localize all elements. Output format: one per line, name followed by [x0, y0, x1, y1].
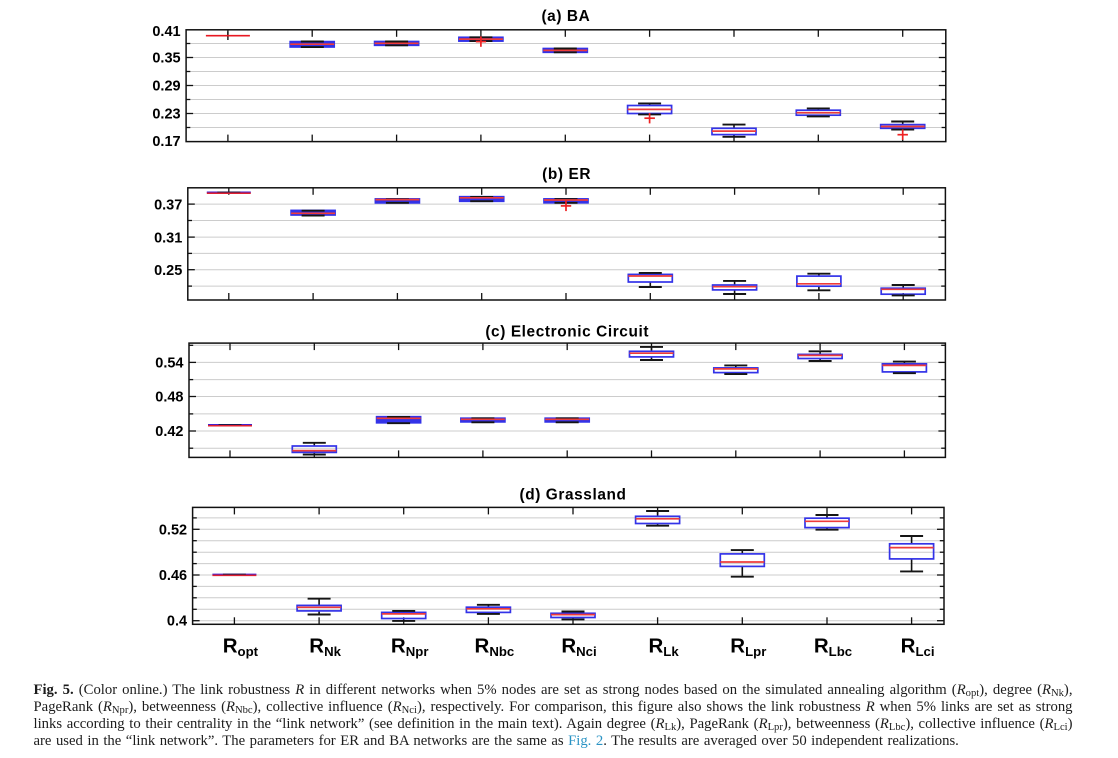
- svg-text:(b) ER: (b) ER: [542, 166, 591, 183]
- svg-text:0.41: 0.41: [152, 24, 180, 40]
- svg-text:RNk: RNk: [309, 634, 341, 659]
- svg-text:RNci: RNci: [561, 634, 596, 659]
- svg-text:Ropt: Ropt: [223, 634, 259, 659]
- svg-text:0.37: 0.37: [154, 197, 182, 213]
- svg-text:0.25: 0.25: [154, 263, 182, 279]
- svg-text:0.17: 0.17: [152, 134, 180, 150]
- svg-text:0.54: 0.54: [155, 356, 183, 372]
- svg-text:RLk: RLk: [648, 634, 679, 659]
- svg-text:(d) Grassland: (d) Grassland: [519, 487, 626, 504]
- svg-text:(a) BA: (a) BA: [541, 8, 590, 25]
- svg-text:0.52: 0.52: [159, 523, 187, 539]
- svg-text:0.29: 0.29: [152, 79, 180, 95]
- svg-text:0.35: 0.35: [152, 51, 180, 67]
- svg-text:0.4: 0.4: [167, 614, 187, 630]
- svg-text:RLpr: RLpr: [730, 634, 766, 659]
- svg-text:0.42: 0.42: [155, 424, 183, 440]
- svg-text:RNbc: RNbc: [475, 634, 515, 659]
- svg-text:RNpr: RNpr: [391, 634, 429, 659]
- svg-text:0.46: 0.46: [159, 568, 187, 584]
- svg-text:0.23: 0.23: [152, 107, 180, 123]
- svg-text:RLci: RLci: [901, 634, 935, 659]
- svg-text:RLbc: RLbc: [814, 634, 852, 659]
- svg-text:(c) Electronic Circuit: (c) Electronic Circuit: [485, 324, 649, 341]
- svg-text:0.48: 0.48: [155, 390, 183, 406]
- svg-text:0.31: 0.31: [154, 230, 182, 246]
